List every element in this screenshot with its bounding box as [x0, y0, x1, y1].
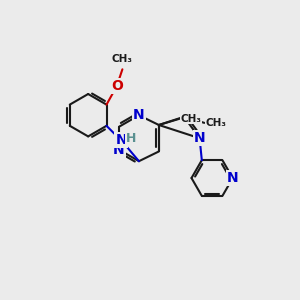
Text: CH₃: CH₃: [206, 118, 227, 128]
Text: N: N: [133, 108, 145, 122]
Text: CH₃: CH₃: [112, 54, 133, 64]
Text: CH₃: CH₃: [181, 114, 202, 124]
Text: N: N: [116, 133, 127, 147]
Text: N: N: [113, 143, 125, 157]
Text: H: H: [126, 132, 136, 145]
Text: O: O: [111, 79, 123, 93]
Text: N: N: [194, 131, 206, 145]
Text: N: N: [227, 171, 239, 185]
